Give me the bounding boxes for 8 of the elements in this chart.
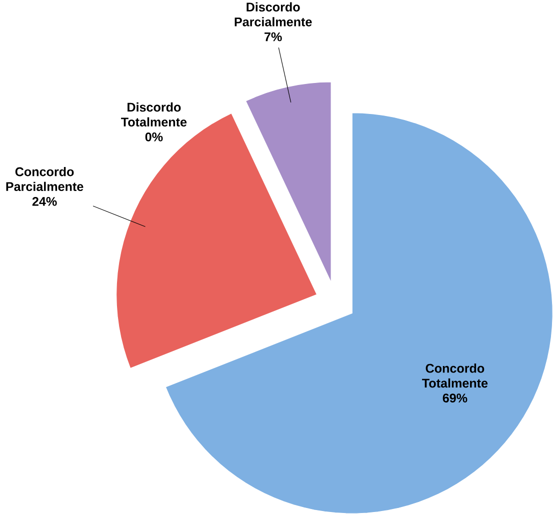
data-label: 7% [264, 32, 282, 42]
slice-label: Concordo Totalmente [422, 364, 488, 388]
slice-label: Discordo Parcialmente [234, 2, 312, 26]
data-label: 24% [32, 197, 57, 206]
data-label: 69% [442, 394, 468, 403]
category-label: Discordo Totalmente [121, 102, 187, 127]
slice-label: Concordo Parcialmente [6, 167, 84, 192]
text: 0% [145, 132, 163, 142]
